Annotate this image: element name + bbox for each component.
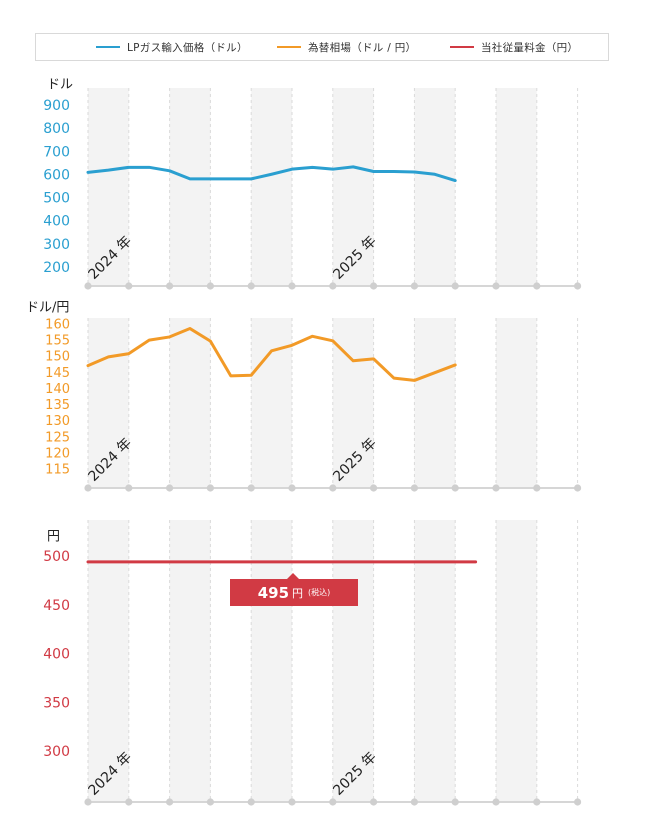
- chart1-axis-dot: [370, 282, 378, 290]
- chart2-band: [251, 318, 292, 488]
- chart1-band: [332, 88, 374, 286]
- legend-item-company-rate: 当社従量料金（円）: [450, 34, 578, 60]
- chart2-series-line: [86, 327, 457, 382]
- chart1-y-tick-label: 500: [43, 191, 70, 207]
- chart3-y-tick-label: 450: [43, 598, 70, 614]
- chart2-y-tick-label: 160: [45, 318, 70, 333]
- chart2-axis-dot: [533, 484, 541, 492]
- legend-swatch-company: [450, 46, 474, 48]
- chart2-axis-dot: [84, 484, 92, 492]
- chart2-unit-label: ドル/円: [26, 301, 69, 316]
- chart3-y-tick-label: 400: [43, 647, 70, 663]
- chart3-axis-dot: [492, 798, 500, 806]
- chart1-band: [169, 88, 211, 286]
- chart2-y-tick-label: 135: [45, 398, 70, 413]
- chart1-y-tick-label: 700: [43, 144, 70, 160]
- chart3-axis-dot: [370, 798, 378, 806]
- chart1-band: [496, 88, 537, 286]
- chart1-y-tick-label: 200: [43, 260, 70, 276]
- chart1-axis-dot: [84, 282, 92, 290]
- chart1-axis-dot: [451, 282, 459, 290]
- chart3-band: [88, 520, 129, 802]
- chart2-axis-dot: [451, 484, 459, 492]
- chart3-y-tick-label: 500: [43, 549, 70, 565]
- chart3-axis-dot: [451, 798, 459, 806]
- price-badge: 495 円 (税込): [230, 573, 358, 606]
- chart2-band: [496, 318, 537, 488]
- chart2-band: [414, 318, 456, 488]
- chart1-axis-dot: [166, 282, 174, 290]
- chart3-band: [332, 520, 374, 802]
- chart1-y-tick-label: 300: [43, 237, 70, 253]
- chart2-band: [88, 318, 129, 488]
- chart1-y-tick-label: 600: [43, 167, 70, 183]
- legend-label-company: 当社従量料金（円）: [481, 41, 579, 54]
- legend-item-lpg-import-price: LPガス輸入価格（ドル）: [96, 34, 248, 60]
- chart2-axis-dot: [492, 484, 500, 492]
- chart2-axis-dot: [370, 484, 378, 492]
- chart2-y-tick-label: 120: [45, 446, 70, 461]
- legend-item-exchange-rate: 為替相場（ドル / 円）: [277, 34, 416, 60]
- chart2-axis-dot: [288, 484, 296, 492]
- chart2-axis-dot: [247, 484, 255, 492]
- chart2-axis-dot: [410, 484, 418, 492]
- chart3-axis-dot: [329, 798, 337, 806]
- chart1-axis-dot: [492, 282, 500, 290]
- chart1-axis-dot: [410, 282, 418, 290]
- chart2-y-tick-label: 115: [45, 463, 70, 478]
- price-badge-value: 495: [257, 583, 290, 602]
- chart2-axis-dot: [125, 484, 133, 492]
- chart2-axis-dot: [574, 484, 582, 492]
- legend-label-fx: 為替相場（ドル / 円）: [308, 41, 417, 54]
- chart3-unit-label: 円: [47, 530, 60, 545]
- chart1-y-tick-label: 900: [43, 98, 70, 114]
- chart1-y-tick-label: 800: [43, 121, 70, 137]
- chart2-axis-dot: [206, 484, 214, 492]
- chart3-axis-dot: [125, 798, 133, 806]
- chart2-y-tick-label: 140: [45, 382, 70, 397]
- chart2-y-tick-label: 125: [45, 430, 70, 445]
- chart1-band: [251, 88, 292, 286]
- chart3-axis-dot: [84, 798, 92, 806]
- chart3-band: [251, 520, 292, 802]
- chart1-axis-dot: [288, 282, 296, 290]
- chart3-band: [414, 520, 456, 802]
- chart2-y-tick-label: 150: [45, 350, 70, 365]
- chart3-axis-dot: [410, 798, 418, 806]
- chart3-axis-dot: [206, 798, 214, 806]
- chart1-band: [88, 88, 129, 286]
- price-badge-tax-note: (税込): [308, 588, 331, 597]
- chart2-axis-dot: [329, 484, 337, 492]
- chart2-axis-dot: [166, 484, 174, 492]
- chart3-axis-dot: [288, 798, 296, 806]
- legend-label-lpg: LPガス輸入価格（ドル）: [127, 41, 248, 54]
- chart2-band: [169, 318, 211, 488]
- chart2-y-tick-label: 155: [45, 334, 70, 349]
- chart1-axis-dot: [574, 282, 582, 290]
- chart3-axis-dot: [247, 798, 255, 806]
- chart2-y-tick-label: 130: [45, 414, 70, 429]
- price-badge-unit: 円: [292, 586, 304, 600]
- chart1-axis-dot: [247, 282, 255, 290]
- chart3-axis-dot: [166, 798, 174, 806]
- chart1-axis-dot: [125, 282, 133, 290]
- chart1-series-line: [86, 165, 457, 183]
- chart3-y-tick-label: 300: [43, 744, 70, 760]
- chart3-axis-dot: [533, 798, 541, 806]
- legend-swatch-fx: [277, 46, 301, 48]
- chart3-band: [496, 520, 537, 802]
- chart3-band: [169, 520, 211, 802]
- chart1-unit-label: ドル: [47, 78, 73, 93]
- chart3-y-tick-label: 350: [43, 695, 70, 711]
- chart-legend: LPガス輸入価格（ドル） 為替相場（ドル / 円） 当社従量料金（円）: [35, 33, 609, 61]
- chart1-axis-dot: [533, 282, 541, 290]
- chart2-y-tick-label: 145: [45, 366, 70, 381]
- chart1-y-tick-label: 400: [43, 214, 70, 230]
- chart1-axis-dot: [329, 282, 337, 290]
- chart1-band: [414, 88, 456, 286]
- chart1-axis-dot: [206, 282, 214, 290]
- chart3-axis-dot: [574, 798, 582, 806]
- legend-swatch-lpg: [96, 46, 120, 48]
